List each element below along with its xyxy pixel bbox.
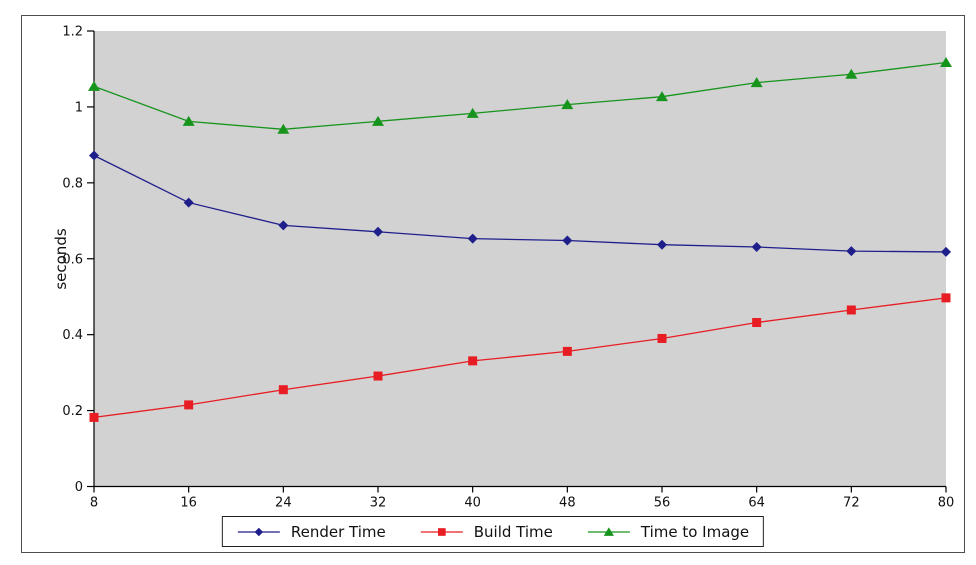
x-tick-label: 64 xyxy=(748,496,765,511)
square-marker xyxy=(278,385,288,395)
square-marker xyxy=(752,318,762,328)
y-tick-label: 1 xyxy=(75,100,83,115)
y-tick-label: 0.4 xyxy=(62,328,83,343)
square-marker xyxy=(468,356,478,366)
y-tick-label: 0.6 xyxy=(62,252,83,267)
y-tick-label: 0.2 xyxy=(62,404,83,419)
square-marker xyxy=(437,527,446,536)
legend-marker-time-to-image xyxy=(587,526,630,536)
series-line-build-time xyxy=(93,297,947,419)
triangle-marker xyxy=(88,80,100,91)
diamond-marker xyxy=(89,150,99,161)
series-build-time xyxy=(89,293,951,422)
diamond-marker xyxy=(941,246,951,257)
legend-item-build-time: Build Time xyxy=(420,523,553,541)
plot-area xyxy=(94,31,946,487)
legend-item-time-to-image: Time to Image xyxy=(587,523,749,541)
x-tick-label: 40 xyxy=(464,496,481,511)
series-render-time xyxy=(89,150,951,257)
triangle-marker xyxy=(845,68,858,79)
diamond-marker xyxy=(467,233,478,244)
legend: Render Time Build Time Time to Image xyxy=(221,516,765,547)
legend-marker-build-time xyxy=(420,527,463,536)
x-tick-label: 80 xyxy=(938,496,955,511)
square-marker xyxy=(941,293,951,303)
square-marker xyxy=(657,333,667,343)
x-axis-ticks: 8 16 24 32 40 48 56 64 72 80 xyxy=(90,486,955,511)
diamond-marker xyxy=(278,220,289,231)
series-line-render-time xyxy=(93,154,947,253)
x-tick-label: 24 xyxy=(275,496,292,511)
diamond-marker xyxy=(657,239,667,250)
line-chart: 0 0.2 0.4 0.6 0.8 1 1.2 8 16 24 32 40 48 56 64 72 80 xyxy=(62,25,955,511)
x-tick-label: 32 xyxy=(370,496,387,511)
series-time-to-image xyxy=(88,57,952,134)
triangle-marker xyxy=(750,77,763,88)
square-marker xyxy=(89,412,99,422)
triangle-marker xyxy=(940,57,952,68)
legend-marker-render-time xyxy=(237,527,280,536)
legend-label-time-to-image: Time to Image xyxy=(640,522,750,541)
square-marker xyxy=(846,305,856,315)
diamond-marker xyxy=(254,527,264,536)
diamond-marker xyxy=(183,197,194,208)
x-tick-label: 56 xyxy=(654,496,671,511)
legend-label-render-time: Render Time xyxy=(290,522,386,541)
x-tick-label: 16 xyxy=(180,496,197,511)
diamond-marker xyxy=(562,235,573,246)
legend-item-render-time: Render Time xyxy=(237,523,386,541)
y-axis-ticks: 0 0.2 0.4 0.6 0.8 1 1.2 xyxy=(62,25,94,495)
legend-label-build-time: Build Time xyxy=(473,522,553,541)
triangle-marker xyxy=(372,115,384,126)
square-marker xyxy=(184,400,194,410)
y-axis-title: seconds xyxy=(52,228,70,290)
chart-frame: 0 0.2 0.4 0.6 0.8 1 1.2 8 16 24 32 40 48 56 64 72 80 sec… xyxy=(21,15,965,553)
diamond-marker xyxy=(846,246,857,257)
y-tick-label: 1.2 xyxy=(62,25,83,40)
triangle-marker xyxy=(561,99,574,110)
y-tick-label: 0 xyxy=(75,480,83,495)
triangle-marker xyxy=(466,107,479,118)
x-tick-label: 8 xyxy=(90,496,98,511)
triangle-marker xyxy=(603,526,614,536)
y-tick-label: 0.8 xyxy=(62,176,83,191)
x-tick-label: 72 xyxy=(843,496,860,511)
triangle-marker xyxy=(656,91,668,102)
triangle-marker xyxy=(277,123,290,134)
square-marker xyxy=(562,346,572,356)
series-line-time-to-image xyxy=(93,61,947,130)
triangle-marker xyxy=(182,115,195,126)
x-tick-label: 48 xyxy=(559,496,576,511)
diamond-marker xyxy=(751,241,762,252)
diamond-marker xyxy=(373,226,383,237)
square-marker xyxy=(373,371,383,381)
